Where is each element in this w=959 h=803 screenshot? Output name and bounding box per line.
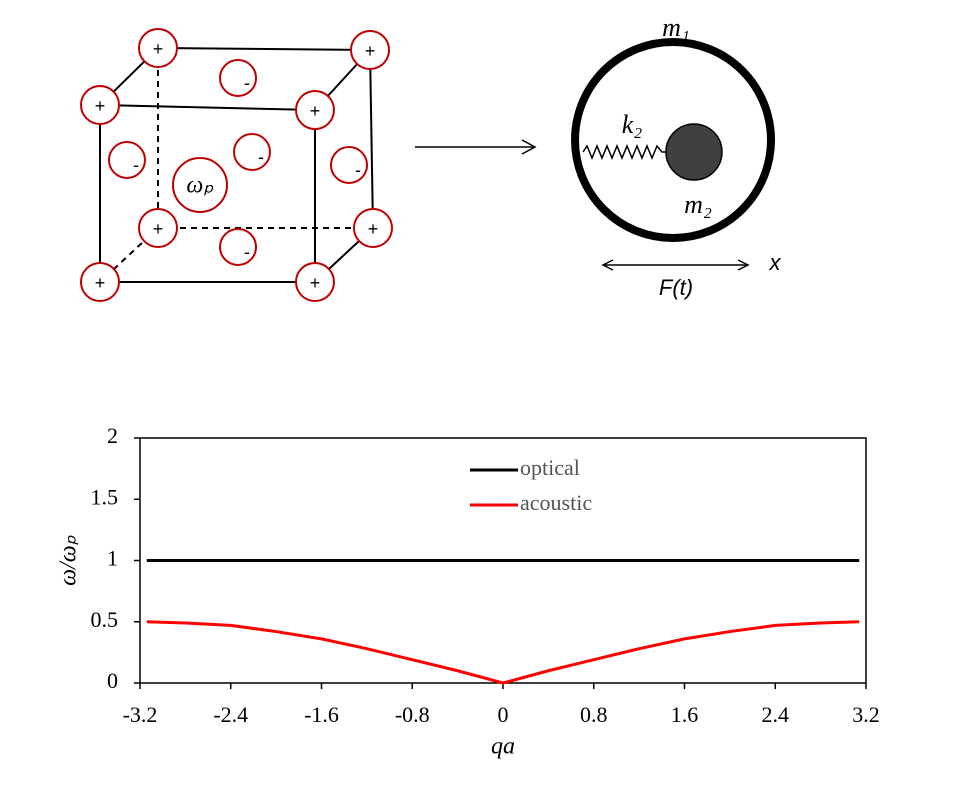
ion-label: + (95, 96, 106, 116)
ion (80, 262, 120, 302)
legend-label: acoustic (520, 490, 592, 515)
plasma-label: ωₚ (186, 173, 214, 199)
ion-label: - (258, 147, 264, 167)
force-arrow (601, 259, 750, 271)
x-tick-label: 0 (498, 702, 509, 727)
ion-label: + (95, 273, 106, 293)
ion (295, 262, 335, 302)
series-line (146, 620, 860, 685)
x-tick-label: -1.6 (304, 702, 339, 727)
plasma-circle (172, 157, 228, 213)
x-tick-label: 0.8 (580, 702, 608, 727)
ion-label: + (153, 39, 164, 59)
ion (330, 146, 368, 184)
x-tick-label: 2.4 (762, 702, 790, 727)
arrow (415, 139, 537, 155)
legend-label: optical (520, 455, 580, 480)
x-tick-label: -0.8 (395, 702, 430, 727)
chart: 0 0.5 1 1.5 2 -3.2 -2.4 -1.6 -0.8 0 0.8 1.6 2.4 3.2 qa… (56, 423, 880, 759)
spring-label: k₂ (622, 110, 643, 139)
x-tick-label: 1.6 (671, 702, 699, 727)
ion (350, 30, 390, 70)
ion-label: - (244, 242, 250, 262)
x-axis-label: qa (491, 734, 515, 760)
ions: + + + + + + + + - - - - - (80, 28, 393, 302)
ion (138, 208, 178, 248)
x-tick-label: -2.4 (213, 702, 248, 727)
ion-label: + (310, 273, 321, 293)
ion (295, 90, 335, 130)
outer-mass (571, 38, 775, 242)
ion-label: + (368, 219, 379, 239)
y-tick-label: 1 (107, 546, 118, 571)
force-label: F(t) (659, 275, 693, 300)
x-tick-label: -3.2 (123, 702, 158, 727)
inner-mass-label: m₂ (684, 190, 712, 219)
axis-label: x (769, 250, 782, 275)
y-axis-label: ω/ωₚ (56, 534, 82, 586)
inner-mass (665, 123, 723, 181)
y-tick-label: 1.5 (91, 484, 119, 509)
ion-label: + (153, 219, 164, 239)
ion-label: + (310, 101, 321, 121)
outer-mass-label: m₁ (662, 13, 690, 42)
y-tick-label: 0 (107, 668, 118, 693)
y-tick-label: 2 (107, 423, 118, 448)
ion-label: - (355, 160, 361, 180)
ion-label: - (244, 73, 250, 93)
x-tick-label: 3.2 (852, 702, 880, 727)
ion (138, 28, 178, 68)
ion (219, 59, 257, 97)
y-tick-label: 0.5 (91, 607, 119, 632)
ion-label: - (133, 155, 139, 175)
spring (582, 144, 666, 160)
ion (80, 85, 120, 125)
ion (108, 141, 146, 179)
ion (233, 133, 271, 171)
ion (353, 208, 393, 248)
ion-label: + (365, 41, 376, 61)
ion (219, 228, 257, 266)
